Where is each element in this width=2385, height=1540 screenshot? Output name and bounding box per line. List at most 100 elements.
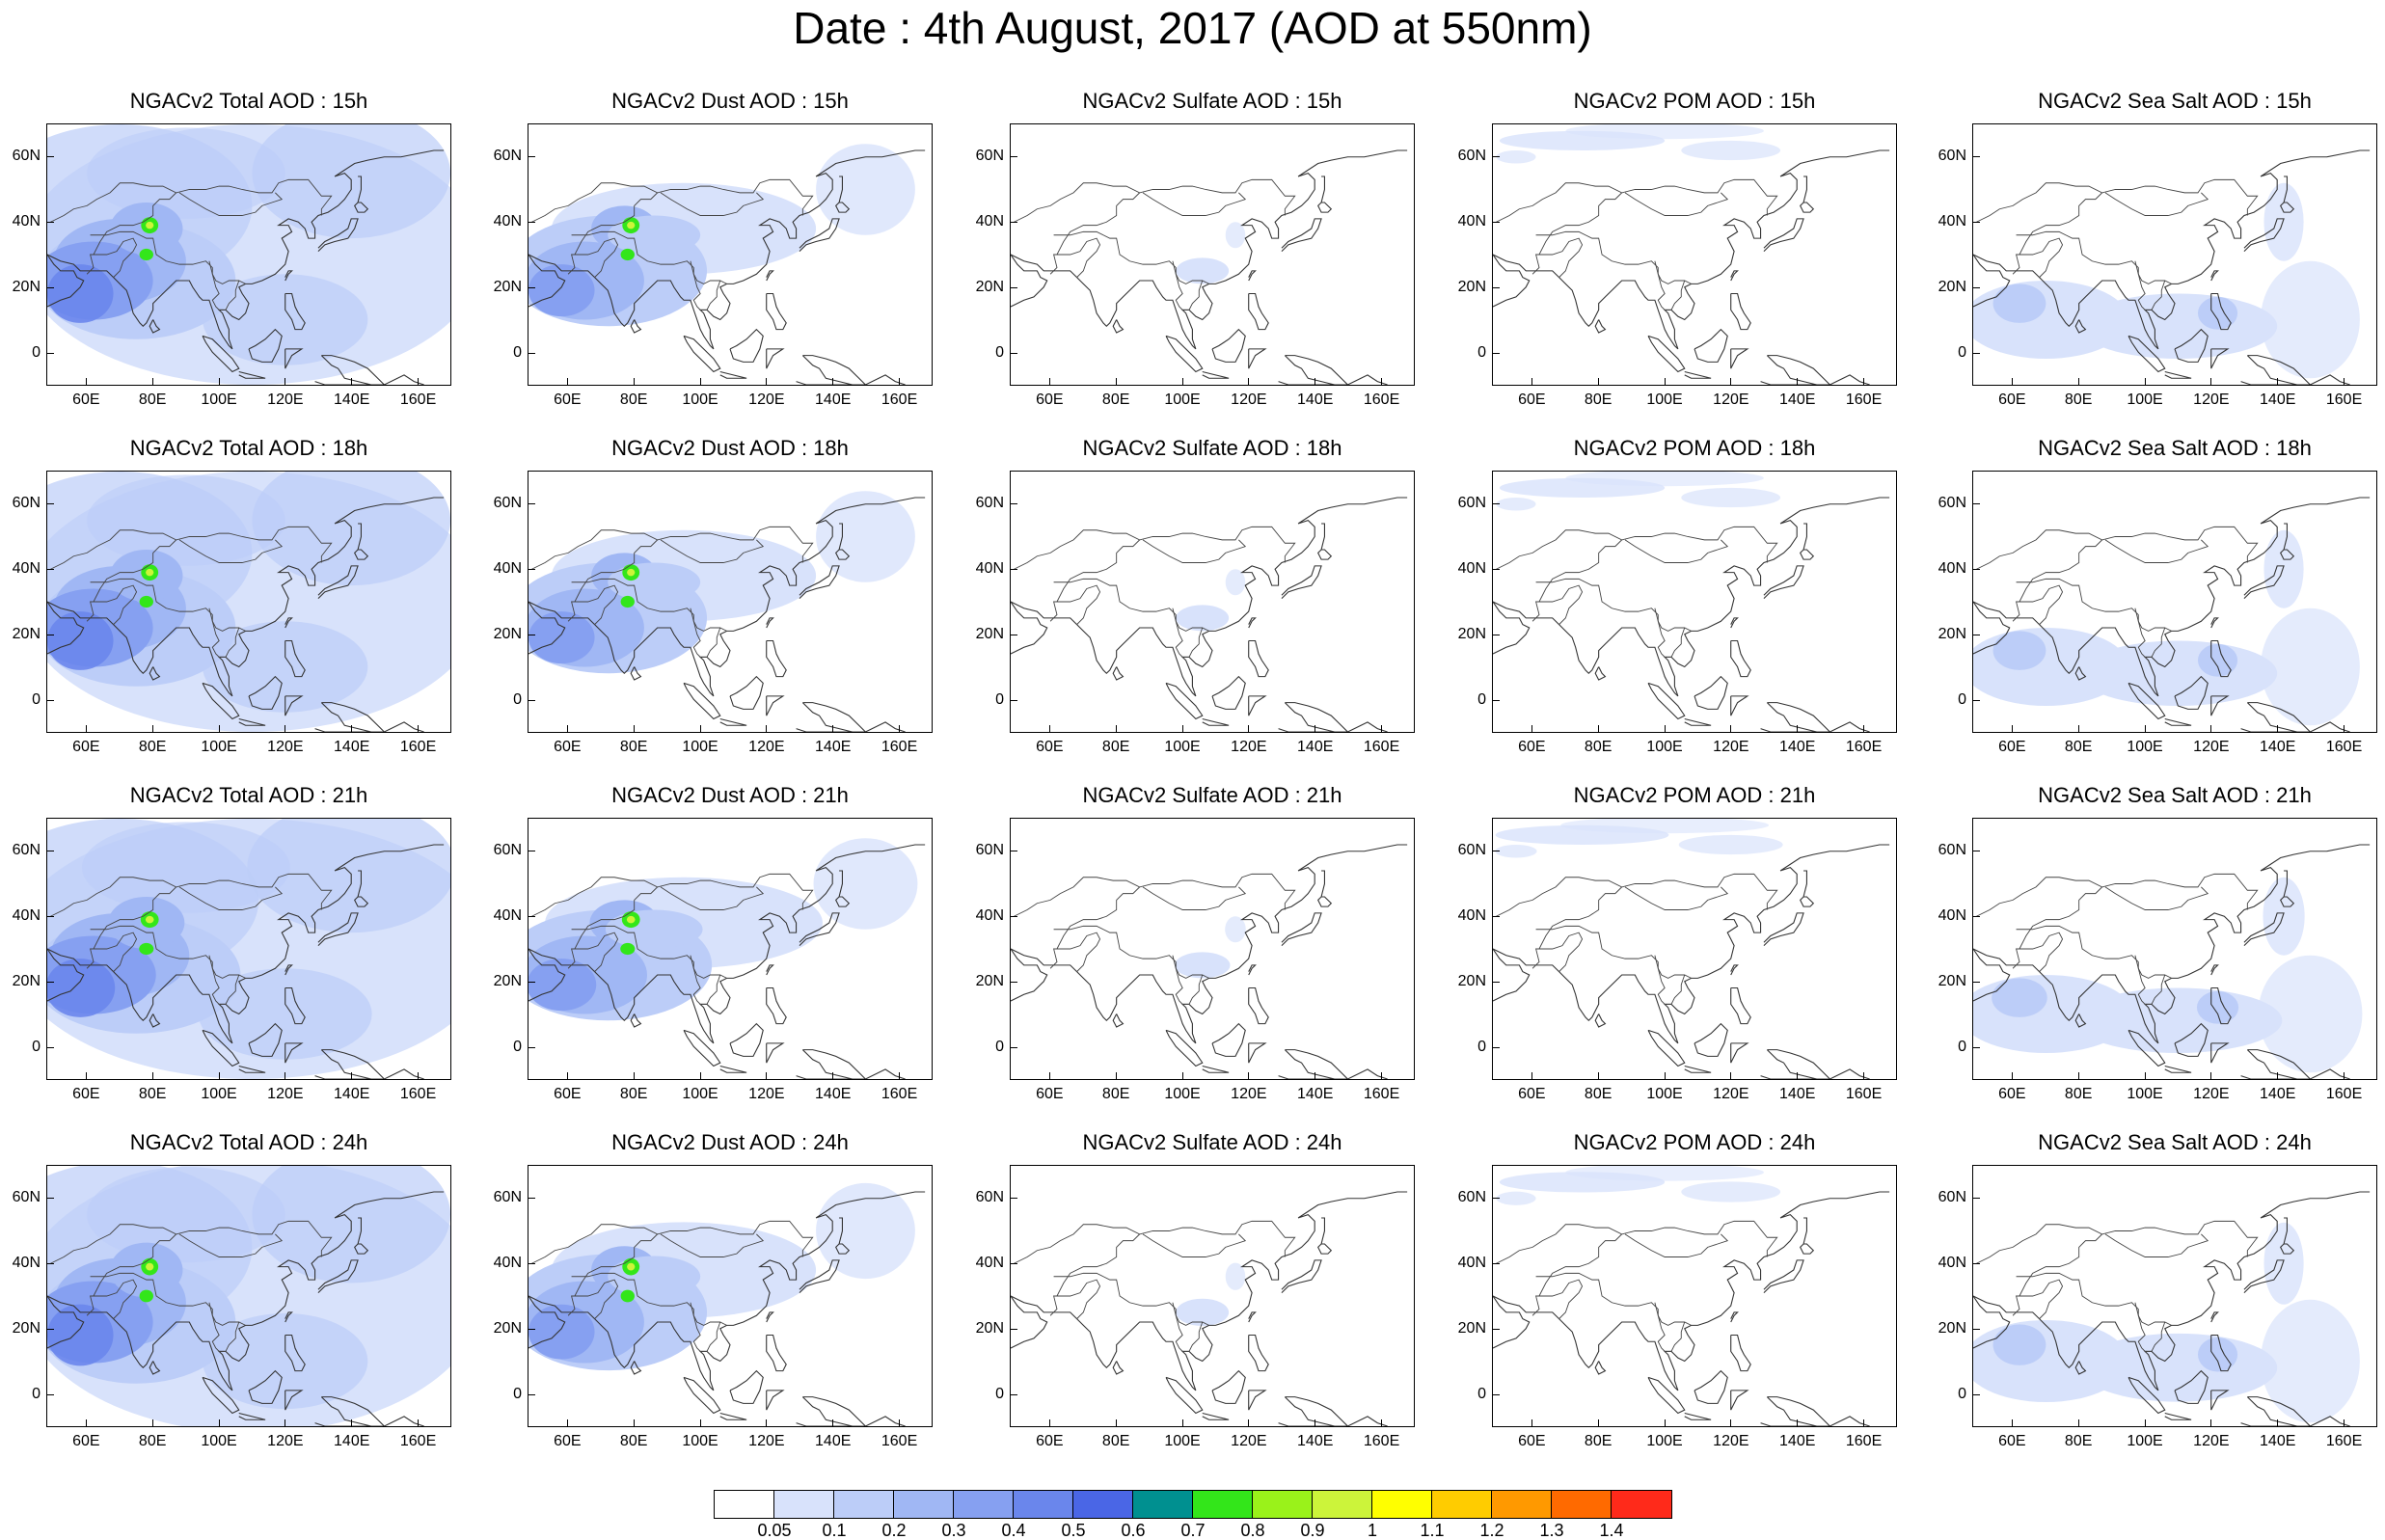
coastline <box>1165 682 1204 720</box>
x-tick-mark <box>1381 1419 1383 1427</box>
coastline <box>2074 319 2087 334</box>
y-tick-label: 40N <box>1938 560 1966 577</box>
country-border <box>1654 260 1686 311</box>
coastline <box>285 695 304 716</box>
x-tick-mark <box>151 1419 153 1427</box>
x-tick-label: 100E <box>682 1086 718 1102</box>
x-tick-mark <box>1381 378 1383 386</box>
x-tick-label: 140E <box>815 739 852 755</box>
colorbar-swatch <box>774 1491 834 1518</box>
x-tick-mark <box>1248 378 1250 386</box>
country-border <box>1624 192 1729 216</box>
aod-field <box>87 127 285 219</box>
x-tick-mark <box>151 725 153 733</box>
country-border <box>1976 1220 2259 1264</box>
coastline <box>1973 254 2011 308</box>
country-border <box>1142 886 1247 910</box>
coastline <box>2280 549 2295 560</box>
y-tick-label: 60N <box>975 1189 1004 1205</box>
aod-field <box>2261 608 2360 726</box>
country-border <box>208 608 240 658</box>
coastline <box>1684 1412 1712 1420</box>
y-tick-mark <box>1010 155 1017 157</box>
country-border <box>571 578 727 632</box>
y-tick-label: 40N <box>1938 907 1966 924</box>
y-tick-label: 20N <box>1938 973 1966 989</box>
coastline <box>320 355 386 385</box>
x-tick-label: 160E <box>2325 392 2363 408</box>
aod-field <box>1992 284 2046 323</box>
country-border <box>2012 237 2064 278</box>
coastline <box>285 348 304 369</box>
y-tick-mark <box>528 155 535 157</box>
coastline <box>799 218 840 253</box>
coastline <box>1278 1075 1335 1079</box>
coastline <box>2246 1396 2312 1426</box>
coastline <box>1165 1029 1204 1067</box>
y-tick-mark <box>1972 1393 1980 1395</box>
coastline <box>354 896 369 907</box>
x-tick-mark <box>1797 1419 1799 1427</box>
map-panel-total-24h <box>46 1165 451 1427</box>
y-tick-mark <box>1972 915 1980 917</box>
coastline <box>1800 202 1815 213</box>
aod-field <box>1176 257 1230 284</box>
coastline <box>766 270 774 282</box>
country-border <box>2016 230 2172 284</box>
x-tick-mark <box>1664 1072 1666 1080</box>
coastline <box>528 601 566 655</box>
x-tick-mark <box>832 725 834 733</box>
aod-field <box>1992 1324 2046 1365</box>
x-tick-label: 60E <box>554 739 582 755</box>
aod-field <box>1495 845 1537 858</box>
x-tick-label: 120E <box>748 1086 785 1102</box>
map-panel-pom-24h <box>1492 1165 1897 1427</box>
y-tick-label: 60N <box>493 1189 522 1205</box>
country-border <box>50 526 333 570</box>
aod-field <box>813 838 918 930</box>
aod-field <box>816 1182 915 1280</box>
country-border <box>1624 886 1729 910</box>
country-border <box>1538 1233 1622 1297</box>
aod-field <box>139 1289 153 1303</box>
coastline <box>1320 176 1325 203</box>
country-border <box>1014 526 1296 570</box>
country-border <box>567 932 619 972</box>
x-tick-label: 160E <box>881 1433 918 1449</box>
y-tick-label: 40N <box>1457 213 1486 230</box>
x-tick-label: 100E <box>2127 392 2163 408</box>
map-svg <box>1493 124 1890 385</box>
x-tick-label: 160E <box>399 1086 437 1102</box>
x-tick-label: 120E <box>1231 392 1267 408</box>
aod-field <box>146 568 154 577</box>
x-tick-label: 120E <box>1713 739 1749 755</box>
y-tick-label: 0 <box>513 1386 522 1402</box>
coastline <box>1760 1422 1817 1426</box>
coastline <box>1647 1376 1686 1415</box>
y-tick-label: 40N <box>12 907 41 924</box>
x-tick-mark <box>832 1072 834 1080</box>
country-border <box>93 886 176 950</box>
aod-field <box>626 915 636 924</box>
colorbar-label: 0.5 <box>1061 1521 1086 1540</box>
coastline <box>838 176 843 203</box>
coastline <box>630 1361 642 1375</box>
country-border <box>2019 192 2102 256</box>
coastline <box>202 1376 240 1415</box>
x-tick-label: 120E <box>1713 1433 1749 1449</box>
coastline <box>1684 717 1712 726</box>
coastline <box>2164 717 2192 726</box>
map-svg <box>1973 497 2371 732</box>
country-border <box>690 608 721 658</box>
y-tick-label: 20N <box>1457 626 1486 642</box>
coastline <box>1317 549 1333 560</box>
x-tick-label: 80E <box>1101 739 1130 755</box>
map-panel-dust-18h <box>528 471 933 733</box>
aod-field <box>528 1304 595 1360</box>
coastline <box>2210 270 2219 282</box>
x-tick-mark <box>2144 725 2146 733</box>
y-tick-mark <box>1010 1262 1017 1264</box>
country-border <box>1496 1220 1778 1264</box>
map-panel-total-15h <box>46 123 451 386</box>
x-tick-mark <box>418 1072 420 1080</box>
